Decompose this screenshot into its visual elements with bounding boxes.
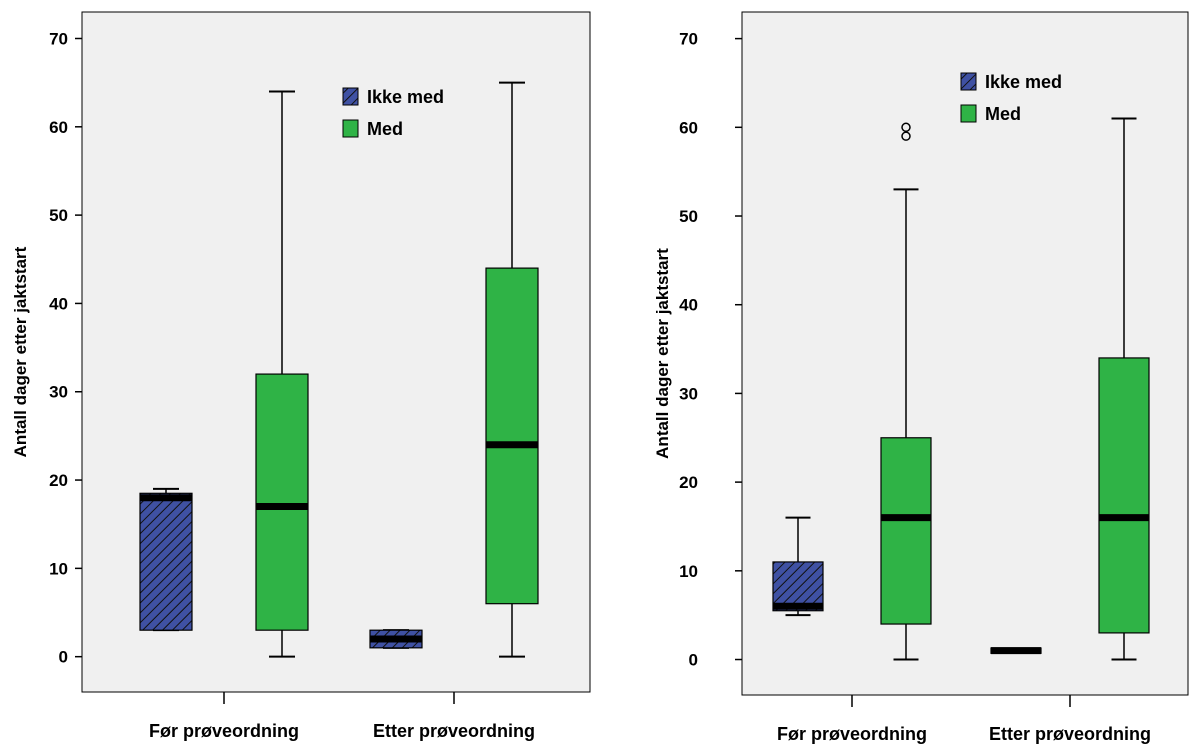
y-tick-label: 70 (49, 29, 68, 48)
x-category-label: Før prøveordning (777, 724, 927, 744)
legend-swatch (342, 87, 359, 106)
box-ikke-med-1 (139, 487, 193, 632)
iqr-box (139, 492, 193, 631)
iqr-box (880, 437, 932, 625)
legend-swatch (342, 119, 359, 138)
y-tick-label: 0 (689, 651, 698, 670)
iqr-box (1098, 357, 1150, 634)
box-med-2 (485, 81, 539, 658)
outlier-point (901, 122, 911, 133)
box-plot-panel-2: 0 10 20 30 40 50 60 70 Antall dager etter jaktst… (653, 11, 1189, 744)
legend-swatch (960, 104, 977, 123)
y-tick-label: 50 (49, 206, 68, 225)
y-tick-label: 20 (679, 473, 698, 492)
box-ikke-med-2 (369, 629, 423, 649)
x-category-label: Før prøveordning (149, 721, 299, 741)
legend: Ikke med Med (342, 87, 444, 139)
y-tick-label: 30 (679, 384, 698, 403)
box-plot-panel-1: 0 10 20 30 40 50 60 70 Antall dager etter jaktst… (11, 11, 591, 741)
iqr-box (485, 267, 539, 605)
box-med-1 (880, 122, 932, 661)
outlier-point (901, 131, 911, 141)
y-tick-label: 20 (49, 471, 68, 490)
y-tick-label: 10 (49, 559, 68, 578)
box-med-2 (1098, 117, 1150, 661)
y-tick-label: 50 (679, 207, 698, 226)
y-tick-label: 60 (679, 118, 698, 137)
legend-label: Ikke med (985, 72, 1062, 92)
legend-label: Ikke med (367, 87, 444, 107)
legend-label: Med (367, 119, 403, 139)
legend-label: Med (985, 104, 1021, 124)
iqr-box (772, 561, 824, 612)
y-tick-label: 60 (49, 118, 68, 137)
y-tick-label: 40 (679, 296, 698, 315)
x-category-label: Etter prøveordning (373, 721, 535, 741)
y-tick-label: 70 (679, 30, 698, 49)
box-ikke-med-2 (990, 647, 1042, 655)
y-tick-label: 10 (679, 562, 698, 581)
y-axis-title: Antall dager etter jaktstart (11, 246, 30, 457)
y-tick-label: 40 (49, 294, 68, 313)
legend-swatch (960, 72, 977, 91)
legend: Ikke med Med (960, 72, 1062, 124)
y-axis-title: Antall dager etter jaktstart (653, 248, 672, 459)
iqr-box (255, 373, 309, 631)
x-category-label: Etter prøveordning (989, 724, 1151, 744)
y-tick-label: 0 (59, 648, 68, 667)
box-ikke-med-1 (772, 516, 824, 617)
y-tick-label: 30 (49, 383, 68, 402)
box-med-1 (255, 90, 309, 658)
